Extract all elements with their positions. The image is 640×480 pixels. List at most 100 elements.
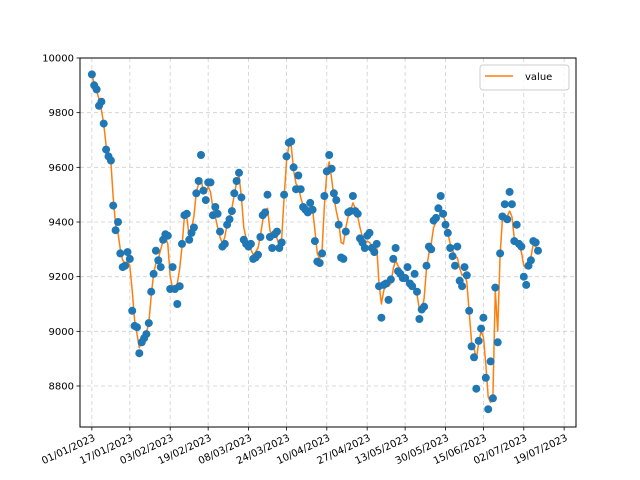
grid <box>80 57 576 427</box>
data-point <box>282 152 291 161</box>
data-point <box>263 190 272 199</box>
data-point <box>493 338 502 347</box>
data-point <box>280 190 289 199</box>
data-point <box>125 254 134 263</box>
data-point <box>391 244 400 252</box>
data-point <box>470 353 478 362</box>
data-point <box>325 151 334 159</box>
y-tick-label: 8800 <box>49 382 74 393</box>
data-point <box>211 203 220 211</box>
data-point <box>128 306 137 315</box>
data-point <box>178 239 186 248</box>
data-point <box>422 261 431 270</box>
plot-frame <box>79 57 577 428</box>
data-point <box>213 209 222 218</box>
data-point <box>237 193 246 202</box>
data-point <box>308 205 317 214</box>
data-point <box>142 330 151 339</box>
data-point <box>507 200 516 209</box>
y-tick-label: 9000 <box>49 327 74 338</box>
data-point <box>99 119 108 128</box>
data-point <box>87 70 96 79</box>
data-point <box>199 186 208 195</box>
data-point <box>365 228 374 237</box>
data-point <box>496 249 505 258</box>
data-point <box>341 227 350 236</box>
data-point <box>147 287 156 296</box>
data-point <box>434 204 443 213</box>
y-tick-label: 9800 <box>49 108 74 119</box>
data-point <box>194 177 203 185</box>
data-point <box>534 246 542 255</box>
data-point <box>491 283 500 292</box>
data-point <box>201 196 210 205</box>
data-point <box>168 263 177 272</box>
data-point <box>121 261 130 270</box>
y-tick-label: 10000 <box>42 54 74 65</box>
y-tick-label: 9400 <box>49 218 74 229</box>
data-point <box>102 145 111 154</box>
data-point <box>135 349 144 358</box>
data-point <box>441 220 450 229</box>
data-point <box>116 249 125 258</box>
data-point <box>472 384 481 393</box>
data-point <box>216 227 224 236</box>
data-point <box>443 228 452 237</box>
data-point <box>227 207 236 216</box>
data-point <box>230 189 239 198</box>
data-point <box>360 244 369 252</box>
data-point <box>439 209 448 218</box>
data-point <box>310 237 319 246</box>
data-point <box>163 231 172 240</box>
data-point <box>348 192 357 200</box>
data-point <box>477 324 486 333</box>
data-point <box>377 313 386 322</box>
data-point <box>462 271 471 280</box>
data-point <box>505 187 514 196</box>
data-point <box>256 233 265 241</box>
data-point <box>526 256 535 265</box>
data-point <box>235 168 243 177</box>
data-point <box>334 220 343 229</box>
data-point <box>192 189 201 198</box>
data-point <box>318 249 327 258</box>
data-point <box>149 269 158 278</box>
data-point <box>294 171 303 180</box>
data-point <box>413 287 421 296</box>
data-point <box>458 282 467 291</box>
data-point <box>517 242 526 251</box>
data-point <box>372 239 381 248</box>
data-point <box>486 357 495 366</box>
data-point <box>92 85 101 94</box>
data-point <box>453 242 462 251</box>
data-point <box>448 252 457 261</box>
data-point <box>206 178 215 187</box>
data-point <box>296 185 305 194</box>
data-point <box>287 137 296 146</box>
data-point <box>386 275 395 284</box>
data-point <box>522 280 531 289</box>
data-point <box>353 209 362 218</box>
data-point <box>389 254 398 263</box>
data-point <box>133 323 141 332</box>
legend-box <box>479 64 570 91</box>
data-point <box>503 215 512 224</box>
data-point <box>531 238 540 247</box>
data-point <box>427 245 436 254</box>
data-point <box>500 200 509 209</box>
data-point <box>306 198 315 207</box>
data-point <box>175 282 184 291</box>
data-point <box>446 244 455 252</box>
data-point <box>154 256 163 265</box>
data-point <box>460 263 469 272</box>
legend: value <box>479 64 570 91</box>
data-point <box>182 209 191 218</box>
data-point <box>232 177 241 185</box>
data-point <box>436 192 445 200</box>
data-point <box>451 261 459 270</box>
data-point <box>327 164 336 173</box>
data-point <box>474 336 483 345</box>
data-point <box>114 218 122 226</box>
data-point <box>432 213 440 222</box>
